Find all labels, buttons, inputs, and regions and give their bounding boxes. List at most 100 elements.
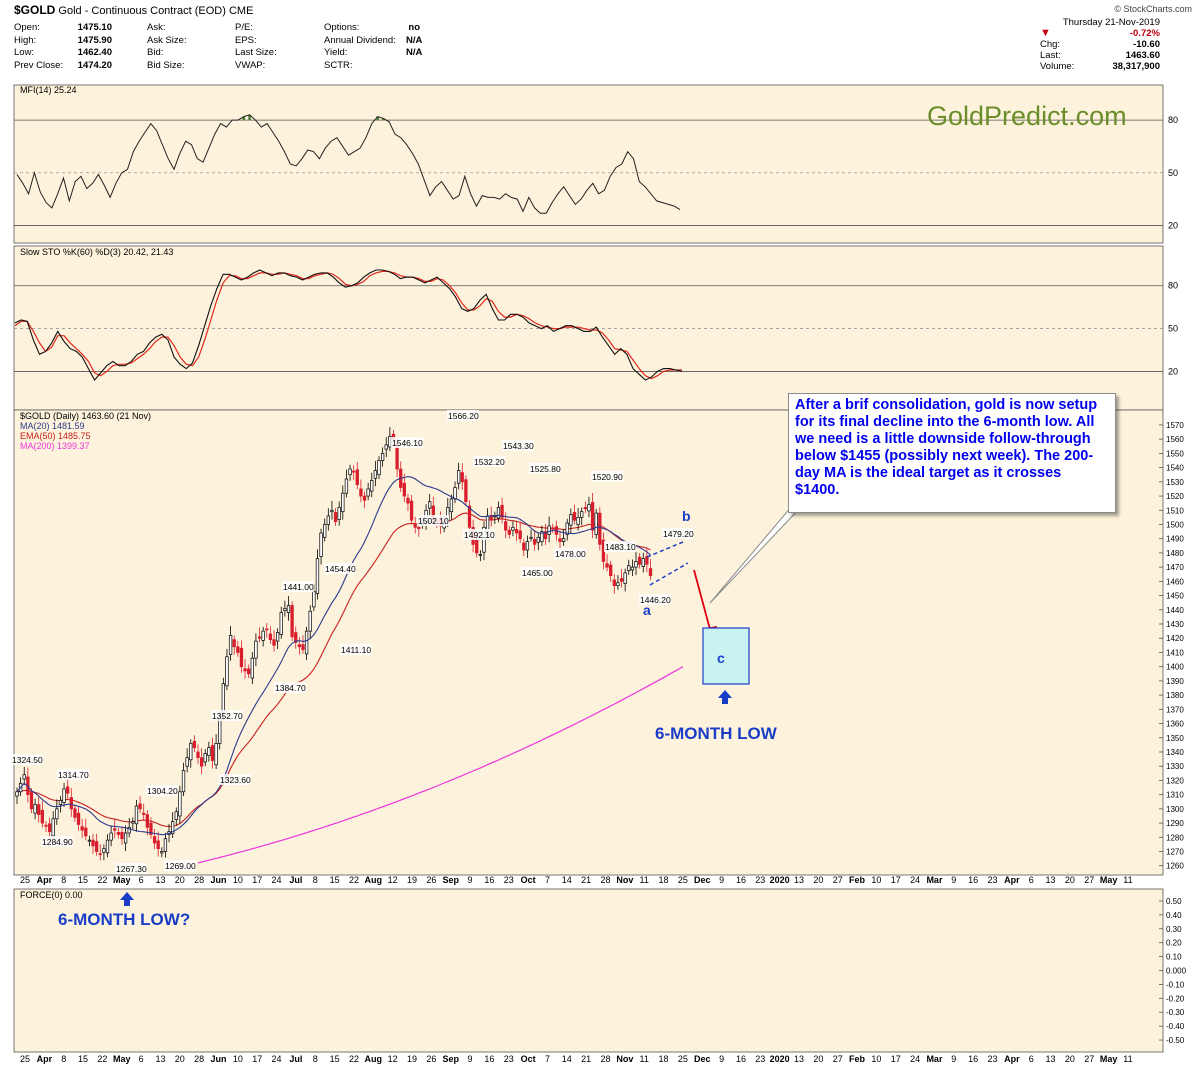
x-axis-label: 17 — [252, 1054, 262, 1064]
candle-body — [529, 536, 533, 539]
candle-body — [409, 500, 414, 521]
open-label: Open: — [14, 22, 40, 33]
x-axis-label: 6 — [1029, 875, 1034, 885]
candle-body — [380, 453, 385, 461]
price-value-label: 1269.00 — [165, 861, 196, 871]
price-label-bg — [211, 710, 243, 721]
candle-body — [127, 826, 131, 834]
sto-tick-label: 80 — [1168, 281, 1178, 291]
candle-body — [228, 635, 233, 655]
x-axis-label: 13 — [1046, 1054, 1056, 1064]
candle-body — [98, 853, 102, 855]
x-axis-label: 11 — [640, 1054, 649, 1064]
candle-body — [453, 487, 457, 500]
down-triangle-icon: ▼ — [1040, 27, 1051, 39]
candle-body — [261, 630, 265, 641]
candle-body — [80, 826, 84, 831]
candle-body — [551, 527, 555, 530]
x-axis-label: 22 — [97, 1054, 107, 1064]
x-axis-label: 24 — [910, 875, 920, 885]
x-axis-label: Sep — [442, 875, 459, 885]
candle-body — [142, 812, 146, 815]
candle-body — [333, 512, 338, 522]
force-tick-label: -0.40 — [1166, 1022, 1185, 1031]
quote-col-4: Options: no Annual Dividend: N/A Yield: N/A… — [324, 22, 422, 72]
candle-body — [225, 656, 229, 687]
candle-body — [547, 525, 551, 535]
annotation-box: After a brif consolidation, gold is now … — [788, 393, 1116, 513]
price-tick-label: 1450 — [1166, 592, 1184, 601]
candle-body — [113, 828, 117, 831]
quote-col-2: Ask: Ask Size: Bid: Bid Size: — [147, 22, 217, 72]
x-axis-label: 6 — [139, 1054, 144, 1064]
x-axis-label: 22 — [97, 875, 107, 885]
mfi-tick-label: 50 — [1168, 168, 1178, 178]
price-label-bg — [521, 567, 553, 578]
sto-d-line — [14, 270, 682, 380]
price-label-bg — [219, 774, 251, 785]
candle-body — [174, 811, 178, 820]
candle-body — [257, 636, 262, 639]
price-tick-label: 1410 — [1166, 648, 1184, 657]
candle-body — [247, 668, 251, 675]
ma200-legend: MA(200) 1399.37 — [20, 441, 90, 451]
candle-body — [265, 628, 269, 631]
x-axis-label: 28 — [600, 1054, 610, 1064]
candle-body — [290, 605, 294, 638]
symbol-description: Gold - Continuous Contract (EOD) — [58, 5, 226, 17]
open-value: 1475.10 — [77, 22, 112, 33]
price-tick-label: 1400 — [1166, 663, 1184, 672]
candle-body — [580, 511, 584, 518]
candle-body — [304, 630, 309, 655]
x-axis-label: 27 — [1084, 875, 1094, 885]
x-axis-label: 17 — [252, 875, 262, 885]
price-tick-label: 1530 — [1166, 478, 1184, 487]
wave-b-label: b — [682, 508, 691, 524]
price-tick-label: 1370 — [1166, 705, 1184, 714]
price-tick-label: 1510 — [1166, 506, 1184, 515]
x-axis-label: 9 — [468, 1054, 473, 1064]
price-label-bg — [41, 836, 73, 847]
candle-body — [344, 478, 349, 494]
price-tick-label: 1330 — [1166, 762, 1184, 771]
x-axis-label: 26 — [426, 1054, 436, 1064]
candle-body — [489, 515, 493, 521]
x-axis-label: May — [113, 875, 131, 885]
x-axis-label: Oct — [521, 875, 536, 885]
x-axis-label: 13 — [155, 1054, 165, 1064]
ask-size-label: Ask Size: — [147, 34, 187, 46]
candle-body — [243, 668, 247, 672]
x-axis-label: Jun — [210, 1054, 226, 1064]
price-value-label: 1483.10 — [605, 542, 636, 552]
sto-k-line — [14, 269, 683, 381]
mfi-line — [16, 114, 681, 214]
price-label-bg — [463, 529, 495, 540]
candle-body — [590, 502, 595, 531]
price-value-label: 1284.90 — [42, 837, 73, 847]
yield-label: Yield: — [324, 47, 348, 58]
price-legend: $GOLD (Daily) 1463.60 (21 Nov) — [20, 411, 151, 421]
price-label-bg — [502, 440, 534, 451]
x-axis-label: 16 — [484, 1054, 494, 1064]
price-value-label: 1525.80 — [530, 464, 561, 474]
price-tick-label: 1440 — [1166, 606, 1184, 615]
price-tick-label: 1550 — [1166, 449, 1184, 458]
x-axis-label: 15 — [330, 1054, 340, 1064]
price-label-bg — [11, 754, 43, 765]
candle-body — [540, 531, 544, 542]
candle-body — [214, 743, 218, 766]
x-axis-label: 22 — [349, 1054, 359, 1064]
candle-body — [341, 492, 345, 513]
force-tick-label: -0.20 — [1166, 994, 1185, 1003]
candle-body — [475, 539, 479, 554]
candle-body — [116, 831, 121, 835]
candle-body — [286, 605, 291, 613]
candle-body — [406, 497, 410, 504]
eps-label: EPS: — [235, 34, 257, 46]
x-axis-label: 27 — [1084, 1054, 1094, 1064]
candle-body — [352, 470, 356, 473]
x-axis-label: 16 — [736, 875, 746, 885]
x-axis-label: 28 — [600, 875, 610, 885]
candle-body — [156, 840, 160, 850]
candle-body — [87, 839, 92, 842]
